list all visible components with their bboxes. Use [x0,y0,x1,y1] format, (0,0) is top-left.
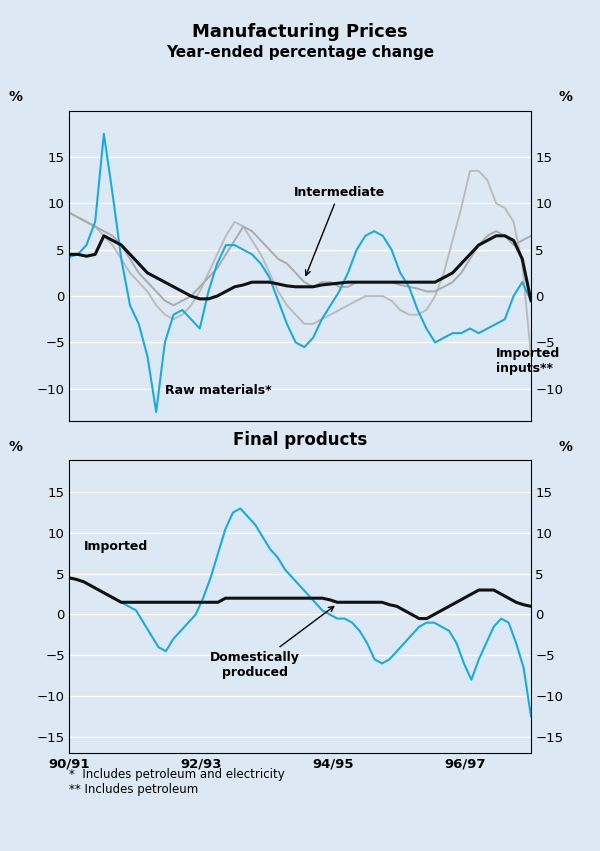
Text: Year-ended percentage change: Year-ended percentage change [166,45,434,60]
Text: %: % [9,90,23,105]
Text: Raw materials*: Raw materials* [165,384,272,397]
Text: Imported
inputs**: Imported inputs** [496,347,560,375]
Text: Domestically
produced: Domestically produced [211,607,334,679]
Text: Manufacturing Prices: Manufacturing Prices [192,23,408,42]
Text: *  Includes petroleum and electricity: * Includes petroleum and electricity [69,768,285,780]
Text: %: % [559,90,572,105]
Text: Final products: Final products [233,431,367,449]
Text: ** Includes petroleum: ** Includes petroleum [69,783,198,796]
Text: %: % [9,440,23,454]
Text: Intermediate: Intermediate [293,186,385,276]
Text: Imported: Imported [84,540,148,553]
Text: %: % [559,440,572,454]
